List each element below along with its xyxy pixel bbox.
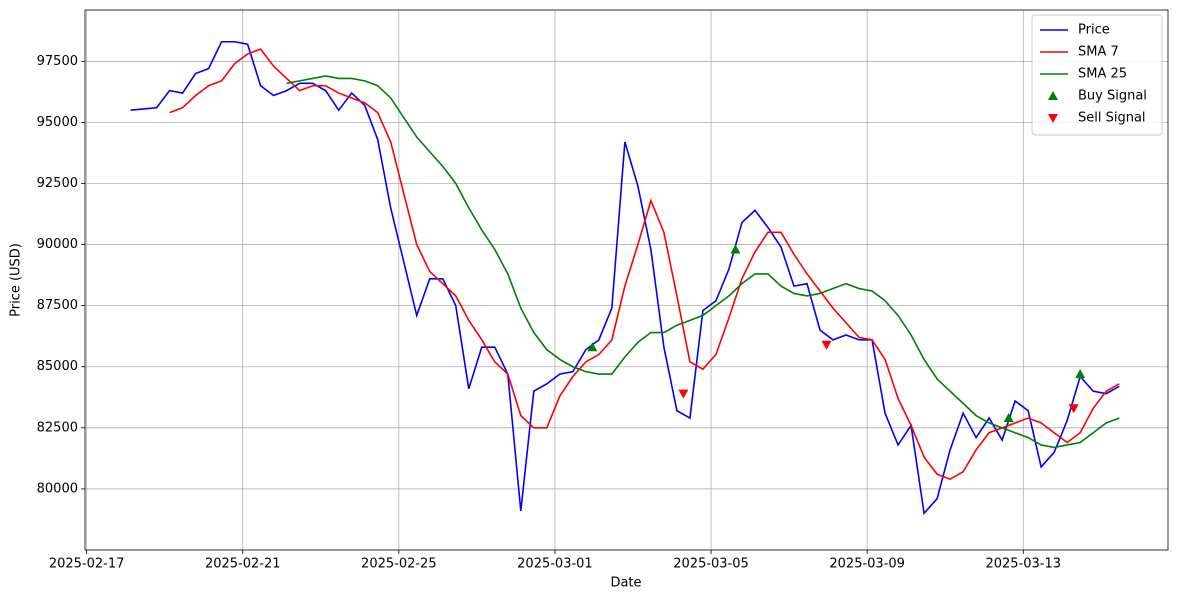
legend-label: SMA 7 <box>1078 45 1119 60</box>
x-tick-label: 2025-03-13 <box>985 557 1061 572</box>
plot-frame <box>84 9 1169 551</box>
y-tick-label: 85000 <box>37 359 78 374</box>
signal-marker <box>678 389 689 399</box>
signal-marker <box>587 342 598 352</box>
x-tick-label: 2025-02-21 <box>205 557 281 572</box>
y-axis-label: Price (USD) <box>9 243 24 317</box>
legend-label: Price <box>1078 23 1110 38</box>
x-tick-label: 2025-03-01 <box>517 557 593 572</box>
series-line <box>169 48 1120 481</box>
y-tick-label: 92500 <box>37 176 78 191</box>
x-tick-label: 2025-02-25 <box>361 557 437 572</box>
y-tick-label: 87500 <box>37 298 78 313</box>
x-tick-label: 2025-03-05 <box>673 557 749 572</box>
signal-marker <box>1068 404 1079 414</box>
y-tick-label: 90000 <box>37 237 78 252</box>
legend-label: Buy Signal <box>1078 89 1147 104</box>
x-tick-label: 2025-02-17 <box>49 557 125 572</box>
signal-marker <box>1003 413 1014 423</box>
legend-label: Sell Signal <box>1078 111 1146 126</box>
legend-marker <box>1048 114 1058 123</box>
y-tick-label: 95000 <box>37 115 78 130</box>
signal-marker <box>821 340 832 350</box>
signal-marker <box>730 244 741 254</box>
legend-label: SMA 25 <box>1078 67 1127 82</box>
legend-box <box>1031 14 1163 136</box>
y-tick-label: 82500 <box>37 420 78 435</box>
legend-marker <box>1048 91 1058 100</box>
series-line <box>130 40 1120 516</box>
x-tick-label: 2025-03-09 <box>829 557 905 572</box>
series-line <box>286 75 1120 449</box>
y-tick-label: 97500 <box>37 54 78 69</box>
y-tick-label: 80000 <box>37 481 78 496</box>
signal-marker <box>1075 369 1086 379</box>
x-axis-label: Date <box>610 576 641 591</box>
